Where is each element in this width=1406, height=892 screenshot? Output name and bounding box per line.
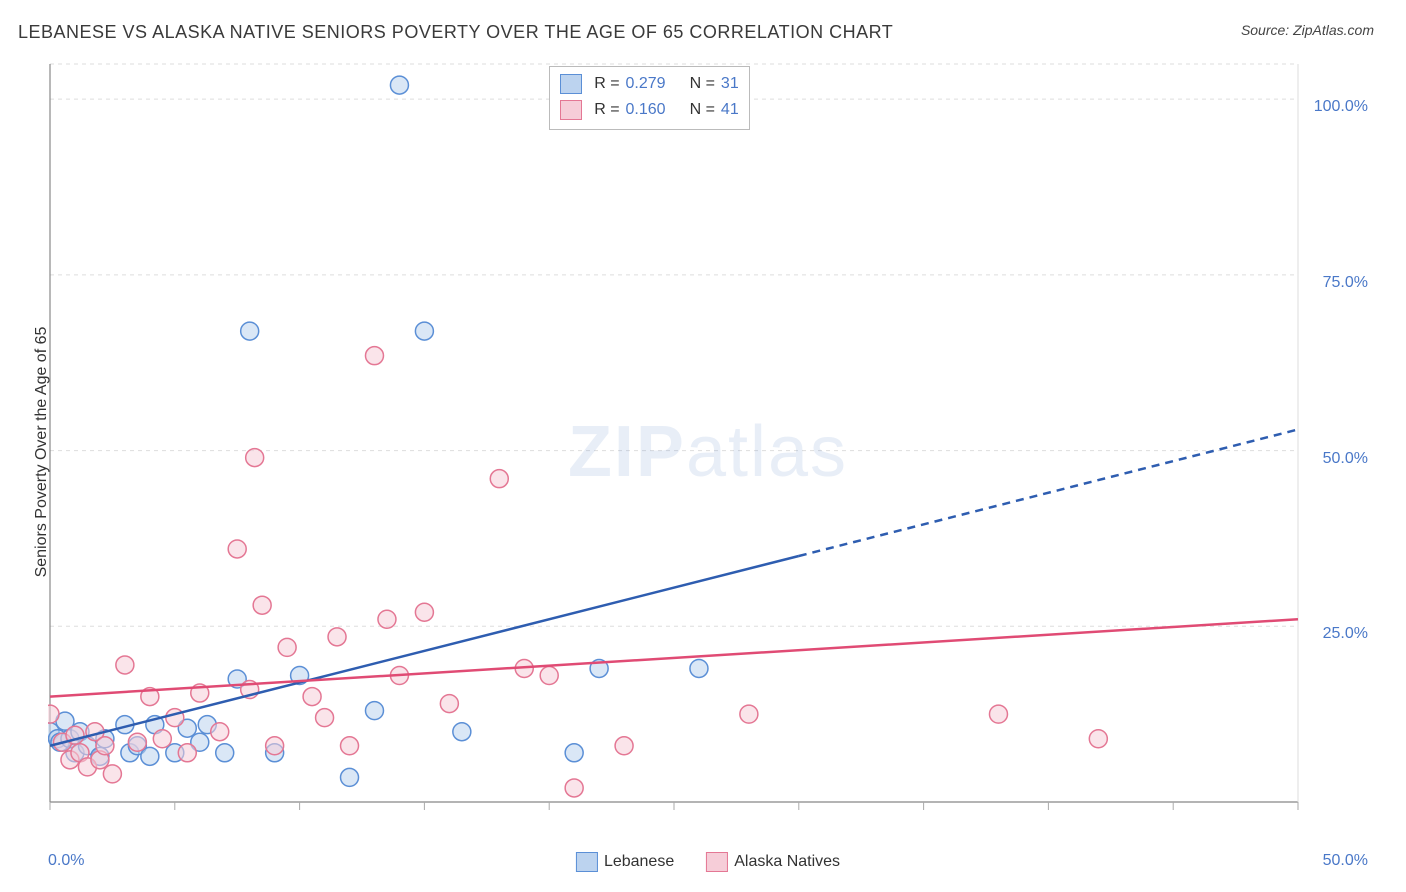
y-tick-label: 50.0% bbox=[1323, 450, 1368, 468]
scatter-plot bbox=[48, 62, 1368, 842]
r-prefix: R = bbox=[594, 97, 619, 123]
x-min-label: 0.0% bbox=[48, 852, 84, 870]
chart-root: LEBANESE VS ALASKA NATIVE SENIORS POVERT… bbox=[0, 0, 1406, 892]
bottom-legend: Lebanese Alaska Natives bbox=[576, 852, 840, 872]
x-max-label: 50.0% bbox=[1323, 852, 1368, 870]
n-prefix: N = bbox=[690, 97, 715, 123]
stats-legend-box: R = 0.279 N = 31 R = 0.160 N = 41 bbox=[549, 66, 750, 130]
source-name: ZipAtlas.com bbox=[1293, 22, 1374, 38]
y-tick-label: 100.0% bbox=[1314, 98, 1368, 116]
y-tick-label: 25.0% bbox=[1323, 625, 1368, 643]
r-prefix: R = bbox=[594, 71, 619, 97]
r-value-alaska: 0.160 bbox=[626, 97, 666, 123]
swatch-lebanese-small bbox=[560, 74, 582, 94]
stats-row-lebanese: R = 0.279 N = 31 bbox=[560, 71, 739, 97]
n-value-lebanese: 31 bbox=[721, 71, 739, 97]
legend-item-alaska: Alaska Natives bbox=[706, 852, 840, 872]
plot-container: Seniors Poverty Over the Age of 65 25.0%… bbox=[48, 62, 1368, 842]
swatch-alaska-small bbox=[560, 100, 582, 120]
chart-title: LEBANESE VS ALASKA NATIVE SENIORS POVERT… bbox=[18, 22, 893, 43]
swatch-alaska bbox=[706, 852, 728, 872]
swatch-lebanese bbox=[576, 852, 598, 872]
legend-label-alaska: Alaska Natives bbox=[734, 853, 840, 870]
source-prefix: Source: bbox=[1241, 22, 1293, 38]
legend-item-lebanese: Lebanese bbox=[576, 852, 674, 872]
legend-label-lebanese: Lebanese bbox=[604, 853, 674, 870]
stats-row-alaska: R = 0.160 N = 41 bbox=[560, 97, 739, 123]
r-value-lebanese: 0.279 bbox=[626, 71, 666, 97]
source-attribution: Source: ZipAtlas.com bbox=[1241, 22, 1374, 38]
y-tick-label: 75.0% bbox=[1323, 274, 1368, 292]
n-value-alaska: 41 bbox=[721, 97, 739, 123]
n-prefix: N = bbox=[690, 71, 715, 97]
